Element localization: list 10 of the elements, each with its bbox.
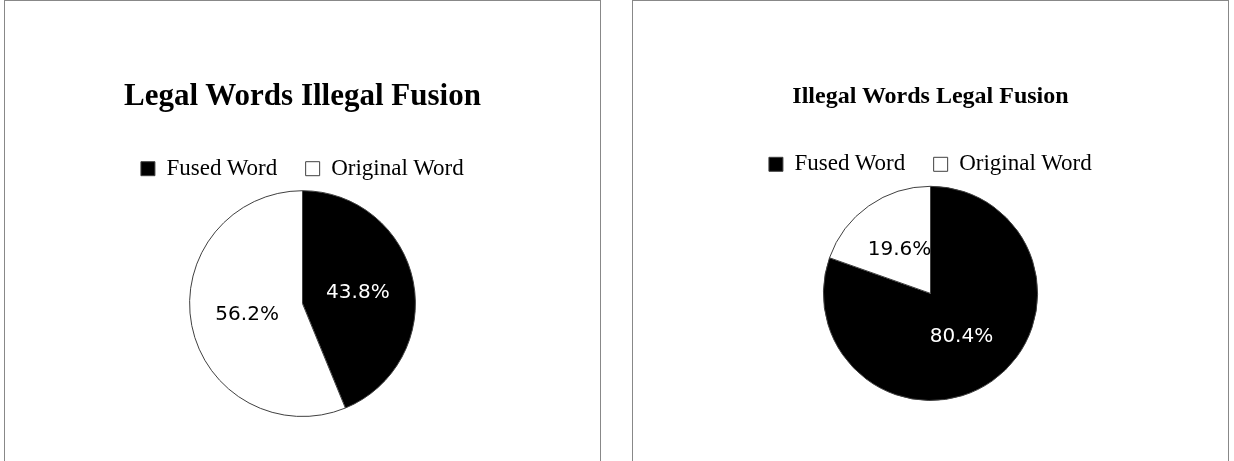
chart-title: Illegal Words Legal Fusion <box>792 81 1069 108</box>
legend-label: Original Word <box>959 150 1093 176</box>
data-label: 56.2% <box>215 300 279 325</box>
data-label: 43.8% <box>326 278 390 303</box>
chart-title: Legal Words Illegal Fusion <box>124 76 481 112</box>
data-label: 80.4% <box>929 323 994 348</box>
legend-label: Original Word <box>331 154 465 180</box>
legend-label: Fused Word <box>794 150 906 176</box>
legend-label: Fused Word <box>166 154 278 180</box>
data-label: 19.6% <box>867 235 932 260</box>
